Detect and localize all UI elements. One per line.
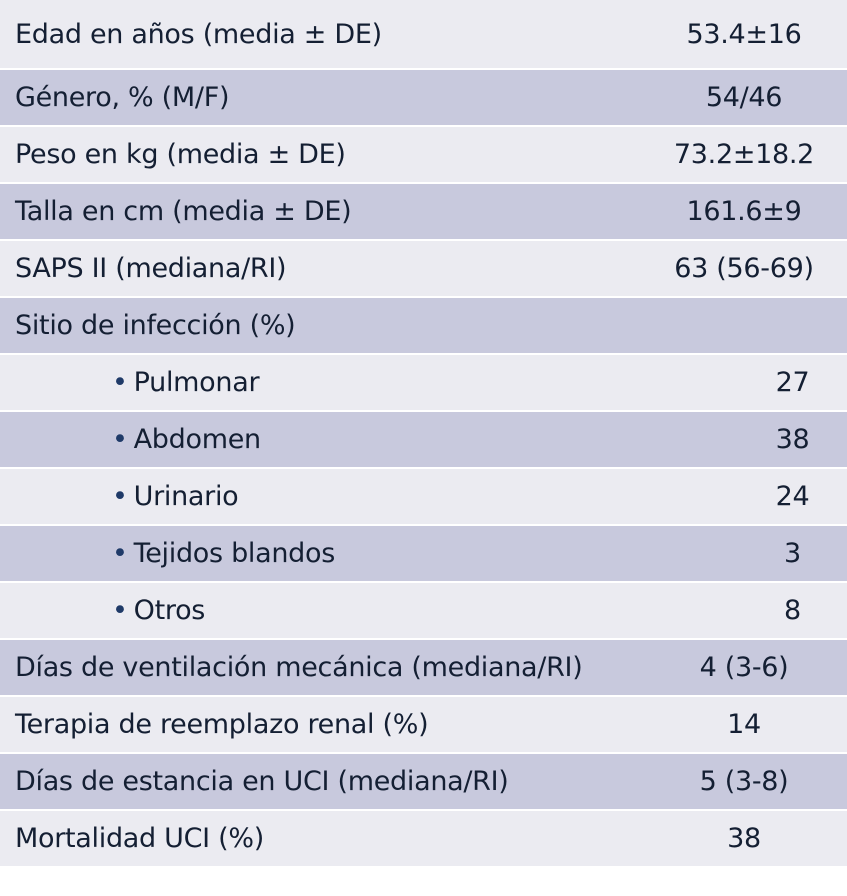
row-value: 38 — [775, 424, 810, 455]
row-value: 38 — [727, 823, 761, 854]
row-value: 4 (3-6) — [699, 652, 789, 683]
characteristics-table: Edad en años (media ± DE) 53.4±16 Género… — [0, 0, 847, 868]
table-row: SAPS II (mediana/RI) 63 (56-69) — [0, 241, 847, 298]
table-row: Días de ventilación mecánica (mediana/RI… — [0, 640, 847, 697]
row-label: • Pulmonar — [0, 367, 738, 398]
table-row: Sitio de infección (%) — [0, 298, 847, 355]
row-value: 3 — [784, 538, 801, 569]
row-value: 53.4±16 — [686, 18, 802, 50]
row-label-text: Urinario — [133, 481, 239, 512]
table-row: • Tejidos blandos 3 — [0, 526, 847, 583]
table-row: • Pulmonar 27 — [0, 355, 847, 412]
table-row: Días de estancia en UCI (mediana/RI) 5 (… — [0, 754, 847, 811]
row-label: • Otros — [0, 595, 738, 626]
table-row: Peso en kg (media ± DE) 73.2±18.2 — [0, 127, 847, 184]
bullet-icon: • — [112, 595, 128, 626]
row-label: Mortalidad UCI (%) — [15, 823, 264, 854]
row-value: 5 (3-8) — [699, 766, 789, 797]
table-row: • Otros 8 — [0, 583, 847, 640]
bullet-icon: • — [112, 424, 128, 455]
row-label: Edad en años (media ± DE) — [15, 18, 382, 50]
row-label: Días de estancia en UCI (mediana/RI) — [15, 766, 509, 797]
bullet-icon: • — [112, 538, 128, 569]
row-label: • Tejidos blandos — [0, 538, 738, 569]
bullet-icon: • — [112, 481, 128, 512]
table-row: Terapia de reemplazo renal (%) 14 — [0, 697, 847, 754]
row-label: Sitio de infección (%) — [15, 310, 296, 341]
row-value: 27 — [775, 367, 810, 398]
row-label: Talla en cm (media ± DE) — [15, 196, 352, 227]
row-label: Días de ventilación mecánica (mediana/RI… — [15, 652, 583, 683]
row-label: Género, % (M/F) — [15, 82, 230, 113]
table-row: Género, % (M/F) 54/46 — [0, 70, 847, 127]
table-row: • Abdomen 38 — [0, 412, 847, 469]
row-value: 24 — [775, 481, 810, 512]
table-row: Edad en años (media ± DE) 53.4±16 — [0, 0, 847, 70]
row-value: 73.2±18.2 — [673, 139, 815, 170]
table-row: • Urinario 24 — [0, 469, 847, 526]
row-label: Peso en kg (media ± DE) — [15, 139, 346, 170]
row-value: 54/46 — [705, 82, 783, 113]
row-value: 14 — [727, 709, 761, 740]
row-label: Terapia de reemplazo renal (%) — [15, 709, 429, 740]
row-label-text: Otros — [133, 595, 206, 626]
row-label-text: Abdomen — [133, 424, 262, 455]
row-value: 63 (56-69) — [674, 253, 814, 284]
row-label: • Urinario — [0, 481, 738, 512]
table-row: Talla en cm (media ± DE) 161.6±9 — [0, 184, 847, 241]
row-value: 8 — [784, 595, 801, 626]
row-label-text: Tejidos blandos — [133, 538, 336, 569]
row-label: • Abdomen — [0, 424, 738, 455]
bullet-icon: • — [112, 367, 128, 398]
row-label-text: Pulmonar — [133, 367, 260, 398]
row-value: 161.6±9 — [686, 196, 802, 227]
table-row: Mortalidad UCI (%) 38 — [0, 811, 847, 868]
row-label: SAPS II (mediana/RI) — [15, 253, 287, 284]
